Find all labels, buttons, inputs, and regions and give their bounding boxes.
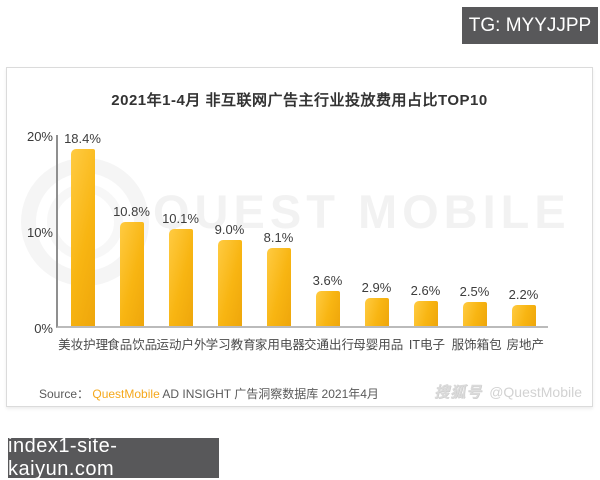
bar-value-label: 2.5% xyxy=(459,284,490,299)
bar xyxy=(364,298,389,326)
plot-area: 18.4% 10.8% 10.1% 9.0% 8.1% 3.6% 2.9% 2.6% 2.5% 2… xyxy=(56,131,548,328)
y-axis-tick-0: 0% xyxy=(34,321,53,336)
questmobile-text-watermark: QUEST MOBILE xyxy=(153,185,571,238)
category-label: 运动户外 xyxy=(156,338,207,352)
y-axis-tick-10: 10% xyxy=(26,225,53,240)
bar-group: 10.1% xyxy=(156,211,205,326)
bar-value-label: 10.1% xyxy=(162,211,199,227)
source-prefix: Source： xyxy=(39,387,90,401)
category-label: 房地产 xyxy=(506,338,545,352)
bar xyxy=(413,301,438,326)
category-label: 交通出行 xyxy=(304,338,355,352)
telegram-contact-badge: TG: MYYJJPP xyxy=(462,7,598,44)
category-label: 服饰箱包 xyxy=(451,338,502,352)
bar xyxy=(168,229,193,326)
bar-group: 2.9% xyxy=(352,280,401,326)
chart-title: 2021年1-4月 非互联网广告主行业投放费用占比TOP10 xyxy=(111,92,488,109)
source-brand: QuestMobile xyxy=(92,387,160,401)
bar-value-label: 8.1% xyxy=(263,230,294,246)
bar-group: 18.4% xyxy=(58,131,107,326)
bar-value-label: 2.2% xyxy=(508,286,539,302)
bar-value-label: 18.4% xyxy=(64,131,101,147)
bar-value-label: 2.9% xyxy=(361,280,392,296)
bar-value-label: 9.0% xyxy=(214,221,245,237)
bar-group: 2.5% xyxy=(450,284,499,326)
bar xyxy=(462,302,487,326)
bar xyxy=(266,248,291,326)
bar-value-label: 10.8% xyxy=(113,204,150,220)
source-suffix: AD INSIGHT 广告洞察数据库 2021年4月 xyxy=(162,387,379,401)
category-axis: 美妆护理 食品饮品 运动户外 学习教育 家用电器 交通出行 母婴用品 IT电子 服饰箱包 房地产 xyxy=(58,334,550,353)
bar xyxy=(315,291,340,326)
bar xyxy=(217,239,242,326)
y-axis-tick-20: 20% xyxy=(26,129,53,144)
bar xyxy=(119,222,144,326)
chart-card: 2021年1-4月 非互联网广告主行业投放费用占比TOP10 QUEST MOB… xyxy=(6,67,593,407)
bar-value-label: 3.6% xyxy=(312,273,343,289)
bar xyxy=(511,304,536,326)
questmobile-handle-watermark: @QuestMobile xyxy=(489,384,582,400)
bar-group: 10.8% xyxy=(107,204,156,326)
bar-group: 3.6% xyxy=(303,273,352,326)
bar-group: 9.0% xyxy=(205,222,254,326)
site-url-badge: index1-site-kaiyun.com xyxy=(8,435,219,480)
category-label: 家用电器 xyxy=(254,338,305,352)
bars-row: 18.4% 10.8% 10.1% 9.0% 8.1% 3.6% 2.9% 2.6% 2.5% 2… xyxy=(58,131,548,326)
category-label: 食品饮品 xyxy=(107,338,158,352)
category-label: 母婴用品 xyxy=(353,338,404,352)
bar-group: 8.1% xyxy=(254,230,303,326)
bar-group: 2.6% xyxy=(401,283,450,326)
source-line: Source： QuestMobile AD INSIGHT 广告洞察数据库 2… xyxy=(39,385,379,402)
corner-watermark: 搜狐号 @QuestMobile xyxy=(434,381,582,402)
category-label: 学习教育 xyxy=(205,338,256,352)
category-label: 美妆护理 xyxy=(58,338,109,352)
bar-group: 2.2% xyxy=(499,287,548,326)
bar-value-label: 2.6% xyxy=(410,283,441,299)
bar xyxy=(70,149,95,326)
platform-logo-watermark: 搜狐号 xyxy=(434,384,483,401)
category-label: IT电子 xyxy=(408,338,445,352)
